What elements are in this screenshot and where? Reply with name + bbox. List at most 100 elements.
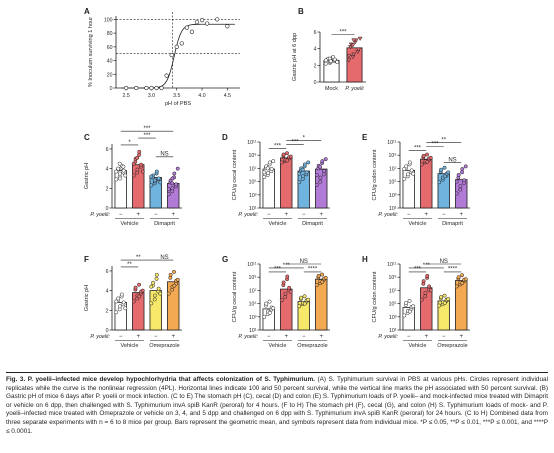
panel-f-gastric-ph: F 0 2 4 6 Gastric pH P. yoelii: − + − + Vehicle Omep…: [84, 255, 182, 349]
data-point: [154, 276, 159, 281]
data-point: [462, 178, 467, 183]
row-label: P. yoelii:: [238, 212, 258, 218]
data-point: [199, 18, 205, 23]
x-tick-label: 2.5: [123, 93, 130, 99]
significance-label: ***: [423, 263, 431, 269]
y-tick-label: 10⁹: [389, 153, 397, 159]
data-point: [267, 299, 272, 304]
data-point: [442, 293, 447, 298]
data-point: [267, 310, 272, 315]
significance-label: ***: [143, 133, 151, 139]
y-axis-label: Gastric pH: [84, 163, 90, 189]
data-point: [320, 159, 325, 164]
group-label: Vehicle: [268, 221, 286, 227]
data-point: [346, 54, 352, 59]
group-label: Dimaprit: [442, 221, 463, 227]
data-point: [121, 164, 126, 169]
data-point: [184, 25, 189, 30]
panel-letter: F: [84, 255, 89, 264]
data-point: [152, 178, 157, 183]
data-point: [314, 173, 319, 177]
significance-label: ***: [414, 145, 422, 151]
group-label: Vehicle: [408, 343, 426, 349]
data-point: [356, 47, 361, 52]
significance-label: ***: [414, 267, 422, 273]
data-point: [402, 177, 407, 181]
data-point: [404, 300, 409, 305]
data-point: [328, 59, 333, 64]
plus-minus-label: +: [424, 212, 428, 218]
data-point: [119, 292, 124, 297]
data-point: [116, 166, 121, 171]
data-point: [323, 58, 328, 63]
y-tick-label: 0: [106, 206, 109, 212]
panel-b-gastric-ph: B 0 2 4 6 Gastric pH at 6 dpp Mock P. yoelii ***: [292, 7, 366, 92]
data-point: [409, 168, 414, 173]
bar: [167, 281, 180, 331]
data-point: [302, 294, 307, 299]
y-tick-label: 100: [104, 17, 113, 23]
group-label: Omeprazole: [297, 343, 327, 349]
data-point: [121, 300, 126, 305]
bar: [420, 158, 433, 209]
data-point: [158, 180, 163, 185]
data-point: [421, 279, 426, 284]
data-point: [297, 304, 302, 309]
data-point: [458, 184, 463, 189]
y-tick-label: 2: [106, 186, 109, 192]
y-tick-label: 10¹¹: [247, 262, 256, 268]
data-point: [318, 175, 323, 180]
data-point: [164, 73, 169, 78]
data-point: [152, 297, 157, 302]
data-point: [154, 169, 159, 174]
row-label: P. yoelii:: [238, 334, 258, 340]
y-tick-label: 10³: [389, 315, 397, 321]
data-point: [117, 161, 122, 166]
y-tick-label: 10⁹: [249, 153, 257, 159]
data-point: [304, 170, 309, 175]
panel-g-cecal-cfu: G 10¹ 10³ 10⁵ 10⁷ 10⁹ 10¹¹ CFU/g cecal content P…: [222, 255, 330, 349]
data-point: [262, 175, 267, 179]
data-point: [266, 171, 270, 175]
data-point: [428, 288, 433, 293]
caption-body: (A) S. Typhimurium survival in PBS at va…: [6, 376, 548, 435]
y-tick-label: 10¹¹: [387, 140, 396, 146]
data-point: [407, 160, 412, 165]
y-tick-label: 10¹: [249, 206, 257, 212]
data-point: [419, 162, 424, 167]
data-point: [335, 60, 340, 64]
group-label: Omeprazole: [149, 343, 179, 349]
bar: [346, 47, 363, 83]
data-point: [166, 192, 171, 197]
plus-minus-label: −: [302, 212, 306, 218]
y-tick-label: 10⁵: [249, 180, 257, 186]
data-point: [419, 297, 424, 302]
data-point: [283, 291, 288, 296]
data-point: [460, 167, 465, 172]
data-point: [121, 168, 126, 173]
data-point: [425, 152, 429, 157]
y-tick-label: 10¹¹: [247, 140, 256, 146]
data-point: [179, 41, 184, 46]
data-point: [402, 167, 407, 172]
group-label: Vehicle: [120, 343, 138, 349]
plus-minus-label: +: [284, 212, 288, 218]
plus-minus-label: +: [284, 334, 288, 340]
data-point: [402, 313, 407, 318]
regression-curve: [121, 23, 235, 89]
data-point: [149, 183, 154, 188]
data-point: [314, 283, 319, 288]
row-label: P. yoelii:: [90, 334, 110, 340]
bar: [149, 177, 162, 209]
data-point: [425, 159, 430, 164]
plus-minus-label: −: [407, 334, 411, 340]
data-point: [288, 289, 293, 294]
data-point: [460, 170, 464, 175]
data-point: [166, 291, 171, 296]
significance-label: **: [127, 262, 132, 268]
y-tick-label: 0: [106, 328, 109, 334]
significance-label: *: [303, 135, 306, 141]
bar: [132, 292, 145, 331]
data-point: [116, 296, 121, 301]
y-tick-label: 10⁹: [389, 275, 397, 281]
